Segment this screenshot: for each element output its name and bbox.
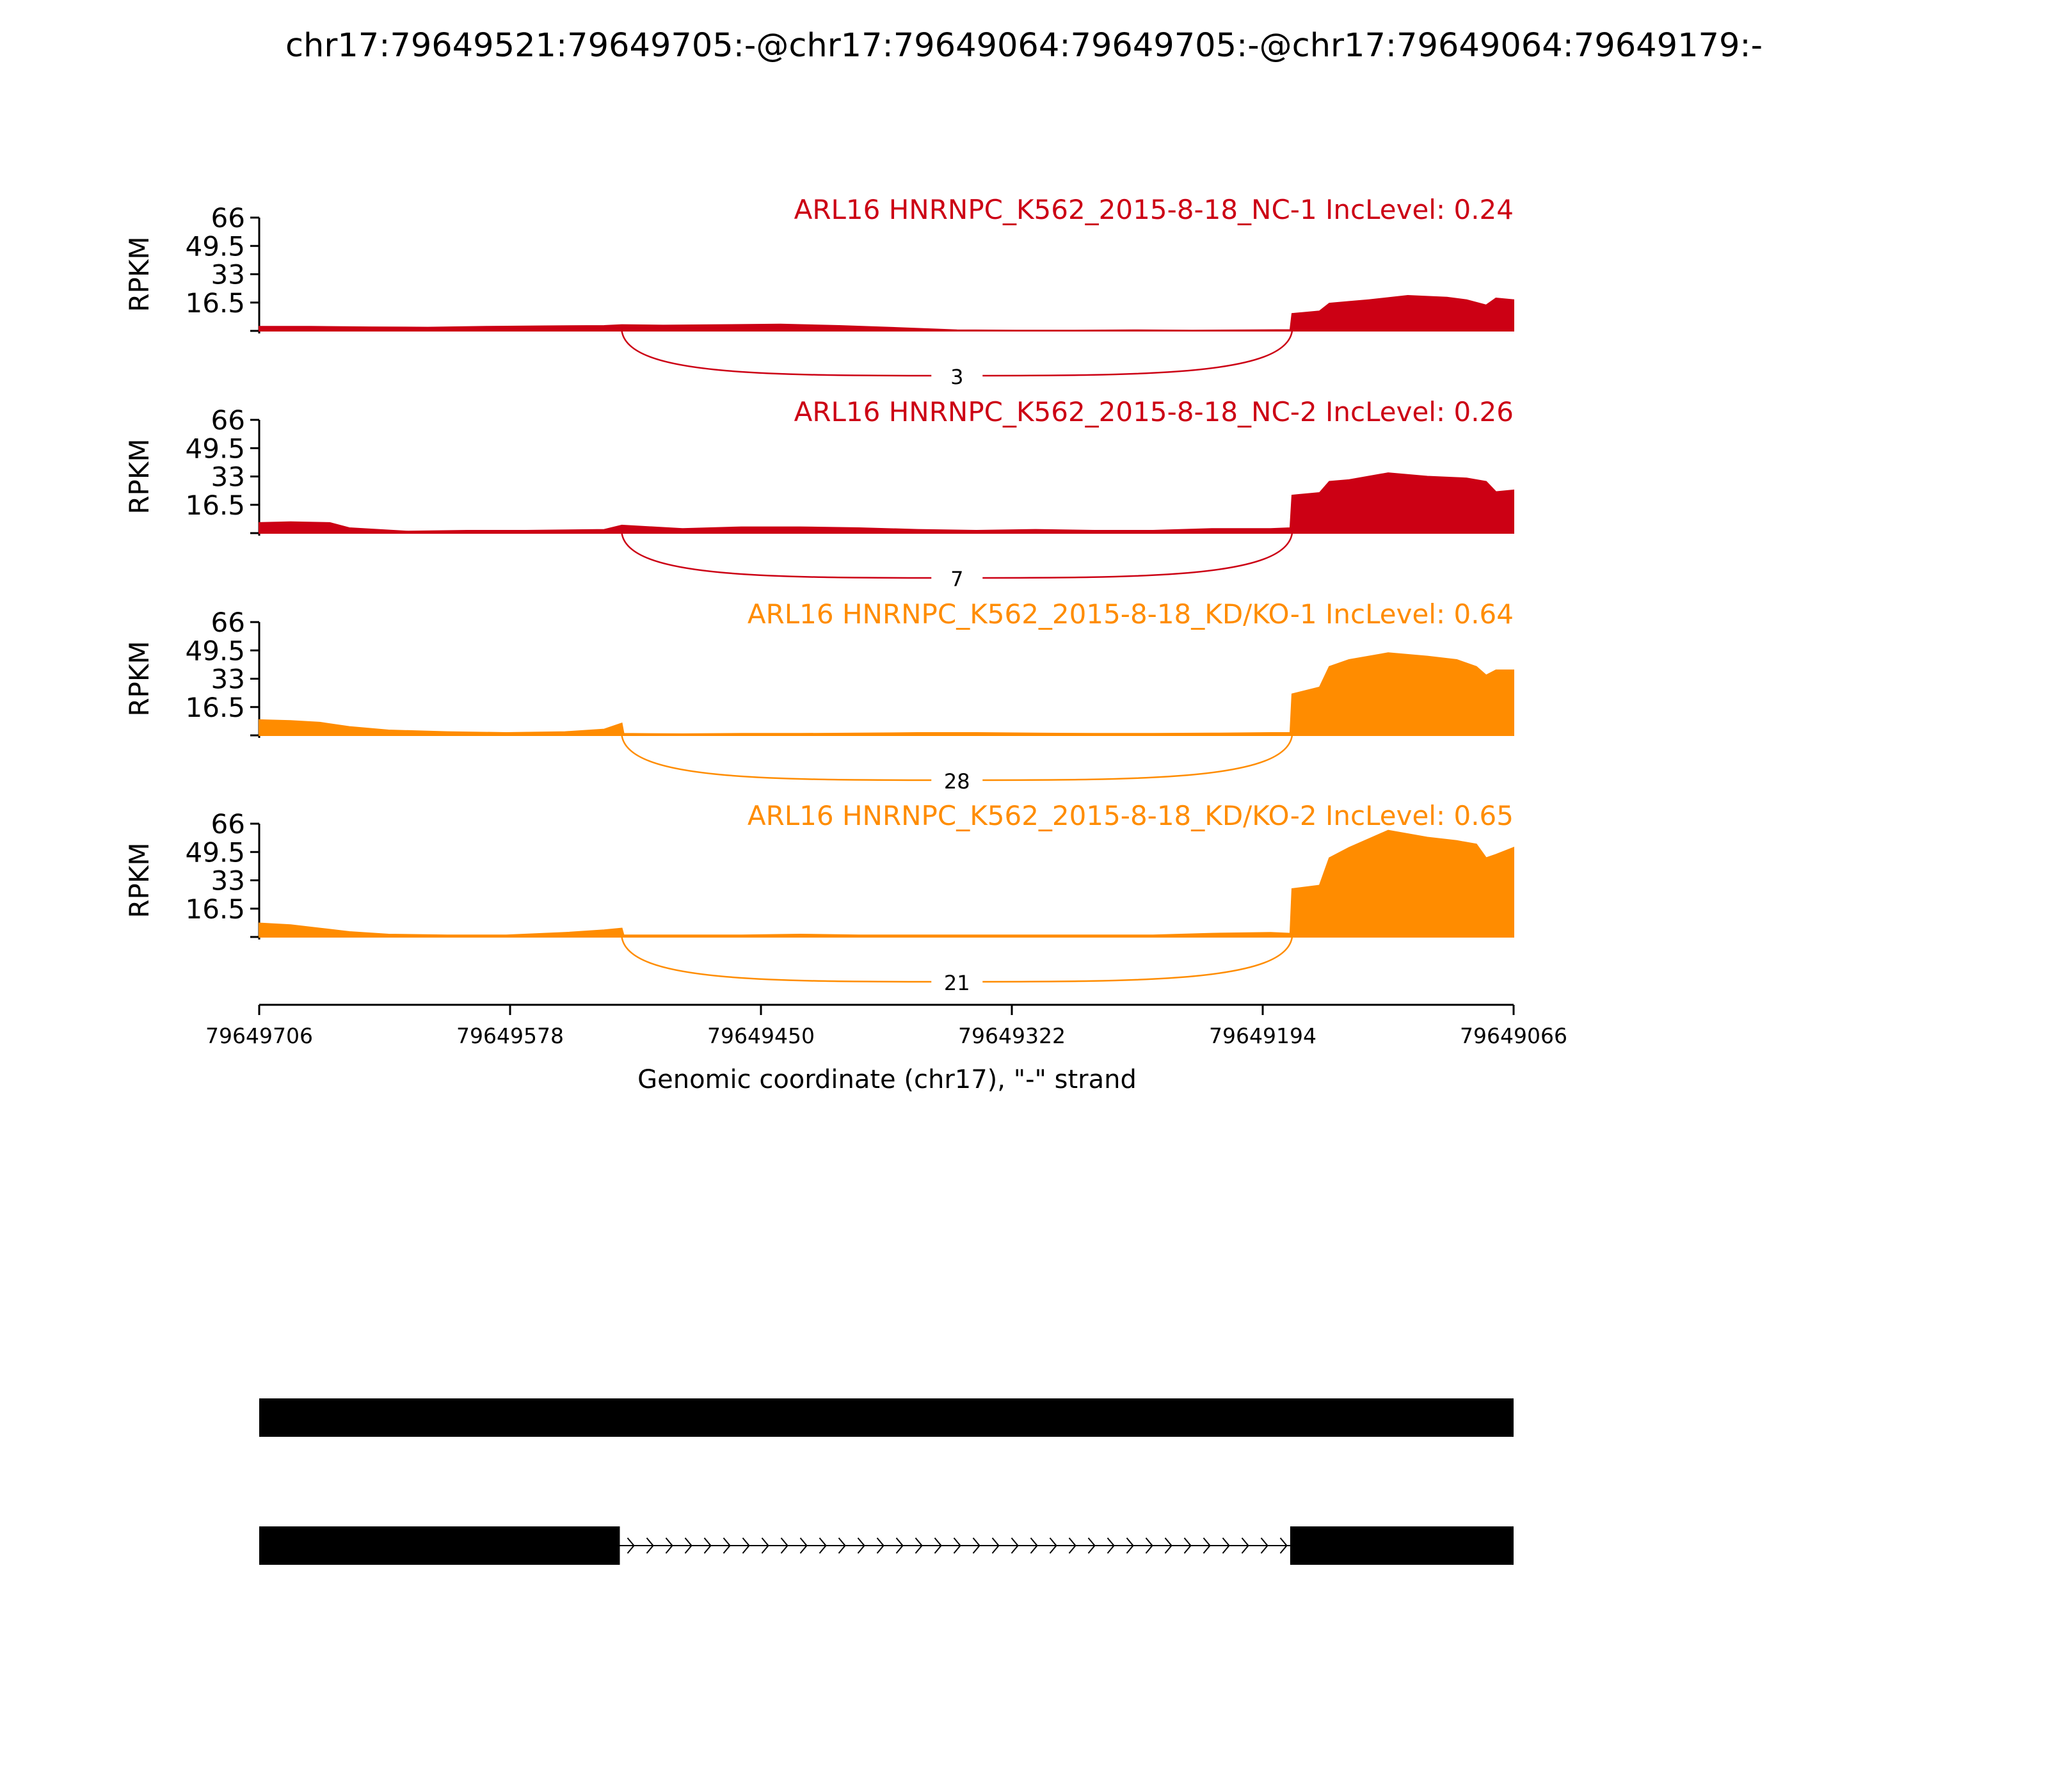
exon-block: [259, 1526, 620, 1565]
strand-chevron: [1011, 1537, 1019, 1554]
track-title: ARL16 HNRNPC_K562_2015-8-18_NC-2 IncLeve…: [794, 396, 1514, 428]
strand-chevron: [665, 1537, 673, 1554]
junction-label: 3: [950, 365, 963, 389]
x-axis: 79649706 79649578 79649450 79649322 79649194…: [205, 1004, 1567, 1048]
strand-chevron: [1087, 1537, 1096, 1554]
coverage-area: [259, 472, 1514, 534]
track-title: ARL16 HNRNPC_K562_2015-8-18_KD/KO-1 IncL…: [748, 598, 1514, 630]
y-tick-label: 66: [211, 202, 245, 234]
strand-chevron: [742, 1537, 750, 1554]
x-tick-label: 79649706: [205, 1023, 313, 1048]
strand-chevron: [876, 1537, 884, 1554]
page-title: chr17:79649521:79649705:-@chr17:79649064…: [285, 27, 1763, 65]
junction-label-bg: [931, 564, 983, 592]
y-tick-label: 49.5: [185, 230, 245, 262]
strand-chevron: [646, 1537, 654, 1554]
y-tick-label: 49.5: [185, 433, 245, 464]
y-tick-label: 16.5: [185, 893, 245, 925]
y-tick-label: 16.5: [185, 287, 245, 319]
y-axis-label: RPKM: [124, 842, 155, 918]
strand-chevron: [1164, 1537, 1172, 1554]
y-tick-label: 16.5: [185, 692, 245, 723]
strand-chevron: [1222, 1537, 1230, 1554]
strand-chevron: [780, 1537, 788, 1554]
x-tick-label: 79649450: [707, 1023, 815, 1048]
y-axis-label: RPKM: [124, 438, 155, 514]
y-tick-label: 66: [211, 404, 245, 436]
strand-chevron: [1107, 1537, 1115, 1554]
junction-label-bg: [931, 766, 983, 794]
x-tick-label: 79649066: [1460, 1023, 1567, 1048]
strand-chevron: [1030, 1537, 1038, 1554]
strand-chevron: [915, 1537, 923, 1554]
junction-label: 21: [944, 971, 970, 995]
strand-chevron: [1049, 1537, 1057, 1554]
junction-label-bg: [931, 362, 983, 390]
strand-chevron: [1203, 1537, 1211, 1554]
strand-chevron: [953, 1537, 961, 1554]
strand-chevron: [1068, 1537, 1076, 1554]
y-tick-label: 49.5: [185, 836, 245, 868]
strand-chevron: [819, 1537, 827, 1554]
y-tick-label: 33: [211, 865, 245, 897]
strand-chevron: [1260, 1537, 1268, 1554]
strand-chevron: [1183, 1537, 1192, 1554]
strand-chevron: [972, 1537, 980, 1554]
strand-chevron: [838, 1537, 846, 1554]
y-tick-label: 16.5: [185, 490, 245, 521]
track-title: ARL16 HNRNPC_K562_2015-8-18_KD/KO-2 IncL…: [748, 800, 1514, 831]
strand-chevron: [1241, 1537, 1249, 1554]
y-tick-label: 66: [211, 808, 245, 840]
strand-chevron: [799, 1537, 808, 1554]
y-tick-label: 66: [211, 607, 245, 638]
y-axis-label: RPKM: [124, 641, 155, 716]
strand-chevron: [857, 1537, 865, 1554]
x-tick-label: 79649578: [456, 1023, 564, 1048]
strand-chevron: [1279, 1537, 1288, 1554]
strand-chevron: [895, 1537, 904, 1554]
track-title: ARL16 HNRNPC_K562_2015-8-18_NC-1 IncLeve…: [794, 194, 1514, 225]
x-axis-label: Genomic coordinate (chr17), "-" strand: [637, 1065, 1137, 1094]
junction-label: 28: [944, 769, 970, 794]
exon-block: [1290, 1526, 1514, 1565]
x-tick-label: 79649194: [1209, 1023, 1316, 1048]
strand-chevron: [934, 1537, 942, 1554]
strand-chevron: [1126, 1537, 1134, 1554]
junction-label: 7: [950, 567, 963, 591]
strand-chevron: [1145, 1537, 1153, 1554]
exon-block: [259, 1398, 1514, 1437]
gene-model: [259, 1526, 1514, 1565]
coverage-area: [259, 294, 1514, 332]
junction-label-bg: [931, 968, 983, 996]
y-tick-label: 49.5: [185, 635, 245, 666]
strand-chevron: [761, 1537, 769, 1554]
y-tick-label: 33: [211, 461, 245, 493]
strand-chevron: [723, 1537, 731, 1554]
strand-chevron: [703, 1537, 712, 1554]
gene-models: [259, 1398, 1514, 1565]
y-axis-label: RPKM: [124, 236, 155, 312]
strand-chevron: [627, 1537, 635, 1554]
strand-chevron: [684, 1537, 692, 1554]
y-tick-label: 33: [211, 259, 245, 291]
y-tick-label: 33: [211, 664, 245, 695]
strand-chevron: [991, 1537, 1000, 1554]
x-tick-label: 79649322: [958, 1023, 1066, 1048]
coverage-area: [259, 652, 1514, 736]
gene-model: [259, 1398, 1514, 1437]
coverage-area: [259, 829, 1514, 938]
